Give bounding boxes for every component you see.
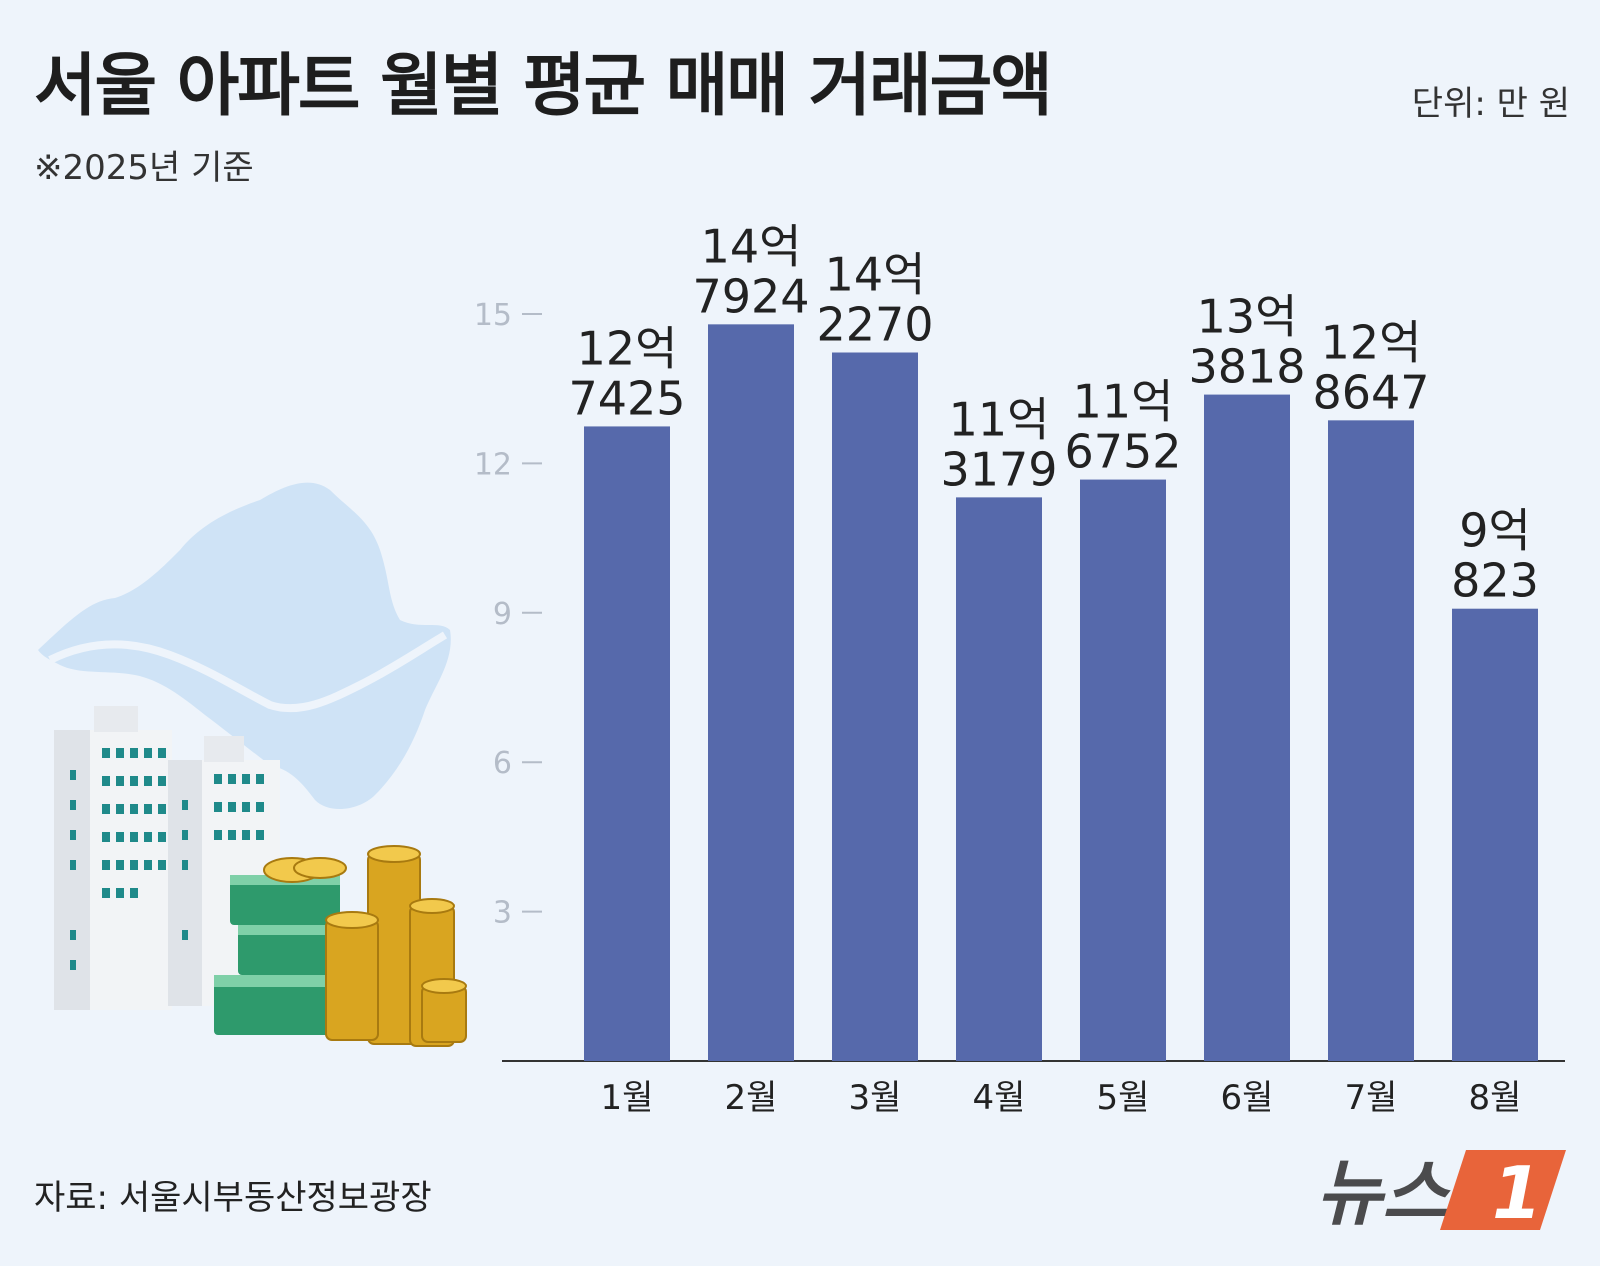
bar bbox=[832, 352, 918, 1062]
bar bbox=[708, 324, 794, 1061]
data-label: 3818 bbox=[1188, 340, 1305, 394]
data-label: 14억 bbox=[825, 247, 926, 301]
y-tick-label: 9 bbox=[493, 597, 512, 632]
gold-coin-stack-icon bbox=[263, 845, 467, 1047]
bar bbox=[956, 497, 1042, 1061]
bar bbox=[1328, 420, 1414, 1061]
logo-badge bbox=[1440, 1150, 1566, 1230]
y-tick-label: 6 bbox=[493, 746, 512, 781]
y-tick-label: 3 bbox=[493, 896, 512, 931]
seoul-map-icon bbox=[38, 482, 451, 810]
x-tick-label: 7월 bbox=[1345, 1078, 1398, 1118]
data-label: 12억 bbox=[1321, 315, 1422, 369]
data-label: 14억 bbox=[701, 219, 802, 273]
chart-subtitle: ※2025년 기준 bbox=[34, 148, 254, 188]
data-label: 13억 bbox=[1197, 290, 1298, 344]
x-tick-label: 4월 bbox=[973, 1078, 1026, 1118]
data-label: 3179 bbox=[940, 442, 1057, 496]
bar bbox=[584, 426, 670, 1062]
x-tick-label: 5월 bbox=[1097, 1078, 1150, 1118]
bar bbox=[1452, 608, 1538, 1061]
data-label: 11억 bbox=[1073, 375, 1174, 429]
data-label: 7924 bbox=[692, 269, 809, 323]
unit-label: 단위: 만 원 bbox=[1411, 84, 1570, 124]
logo-text: 뉴스 bbox=[1316, 1151, 1451, 1235]
news1-logo: 뉴스 1 bbox=[1316, 1150, 1566, 1235]
x-tick-label: 6월 bbox=[1221, 1078, 1274, 1118]
data-label: 823 bbox=[1451, 554, 1539, 608]
y-tick-label: 12 bbox=[474, 447, 512, 482]
bar bbox=[1204, 394, 1290, 1061]
data-label: 7425 bbox=[568, 371, 685, 425]
data-label: 12억 bbox=[577, 321, 678, 375]
x-tick-label: 1월 bbox=[601, 1078, 654, 1118]
x-tick-label: 3월 bbox=[849, 1078, 902, 1118]
x-tick-label: 2월 bbox=[725, 1078, 778, 1118]
x-tick-label: 8월 bbox=[1469, 1078, 1522, 1118]
bar bbox=[1080, 479, 1166, 1061]
data-label: 9억 bbox=[1459, 504, 1531, 558]
chart-title: 서울 아파트 월별 평균 매매 거래금액 bbox=[34, 47, 1053, 126]
illustration bbox=[38, 482, 467, 1047]
data-label: 8647 bbox=[1312, 365, 1429, 419]
data-label: 2270 bbox=[816, 297, 933, 351]
logo-mark: 1 bbox=[1492, 1151, 1542, 1235]
data-label: 11억 bbox=[949, 392, 1050, 446]
data-label: 6752 bbox=[1064, 425, 1181, 479]
source-note: 자료: 서울시부동산정보광장 bbox=[34, 1178, 432, 1218]
y-tick-label: 15 bbox=[474, 298, 512, 333]
